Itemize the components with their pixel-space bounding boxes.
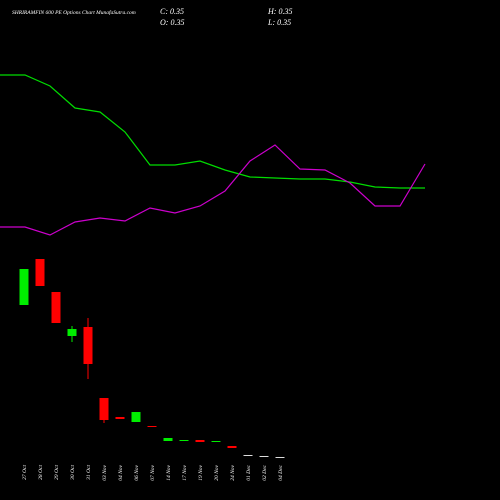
candle-body — [243, 455, 253, 456]
x-tick-label: 14 Nov — [165, 464, 172, 480]
info-high: H: 0.35 — [267, 7, 292, 16]
x-tick-label: 19 Nov — [198, 464, 204, 480]
x-tick-label: 30 Oct — [70, 465, 76, 481]
candle-body — [83, 327, 93, 364]
candle-body — [259, 456, 269, 457]
x-tick-label: 17 Nov — [182, 464, 188, 480]
candle-body — [147, 426, 157, 427]
candle-body — [19, 269, 29, 305]
x-tick-label: 20 Nov — [214, 464, 220, 480]
x-tick-label: 03 Nov — [102, 464, 108, 480]
candle-body — [163, 438, 173, 441]
x-tick-label: 06 Nov — [134, 464, 140, 480]
info-low: L: 0.35 — [267, 18, 291, 27]
x-tick-label: 04 Dec — [277, 464, 284, 480]
x-tick-label: 07 Nov — [150, 464, 156, 480]
candle-body — [99, 398, 109, 420]
candle-body — [179, 440, 189, 441]
candle-body — [131, 412, 141, 422]
candle-body — [211, 441, 221, 442]
info-close: C: 0.35 — [160, 7, 184, 16]
x-tick-label: 29 Oct — [54, 465, 60, 480]
indicator-line — [0, 74, 425, 189]
chart-title: SHRIRAMFIN 600 PE Options Chart MunafaSu… — [12, 9, 136, 16]
candle-body — [115, 417, 125, 419]
x-tick-label: 01 Dec — [246, 464, 252, 480]
x-tick-label: 04 Nov — [117, 464, 124, 480]
candle-body — [51, 292, 61, 323]
x-tick-label: 02 Dec — [262, 464, 268, 480]
x-tick-label: 28 Oct — [38, 465, 44, 480]
x-tick-label: 31 Oct — [86, 465, 92, 481]
candle-body — [195, 440, 205, 442]
info-open: O: 0.35 — [160, 18, 184, 27]
candle-body — [35, 259, 45, 286]
x-tick-label: 24 Nov — [229, 464, 236, 480]
candle-body — [227, 446, 237, 448]
x-tick-label: 27 Oct — [22, 465, 28, 480]
candle-body — [67, 329, 77, 336]
indicator-line — [0, 144, 426, 236]
candle-body — [275, 457, 285, 458]
